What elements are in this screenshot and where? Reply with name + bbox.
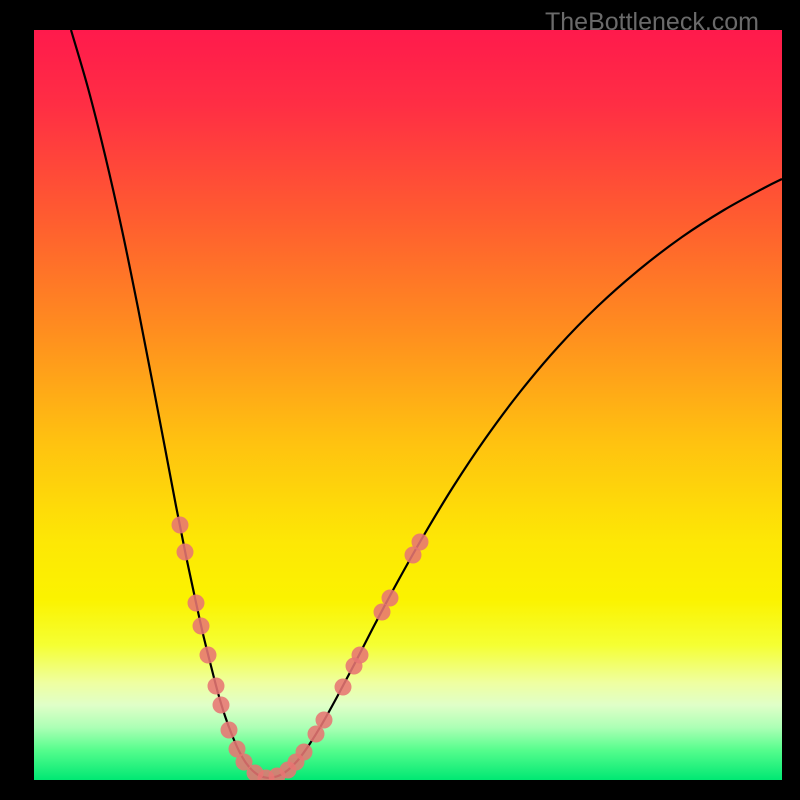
data-marker <box>382 590 399 607</box>
data-marker <box>193 618 210 635</box>
data-markers <box>172 517 429 781</box>
data-marker <box>172 517 189 534</box>
watermark-text: TheBottleneck.com <box>545 8 759 37</box>
data-marker <box>335 679 352 696</box>
bottleneck-curve-left <box>71 30 268 778</box>
data-marker <box>352 647 369 664</box>
data-marker <box>208 678 225 695</box>
chart-container: TheBottleneck.com <box>34 30 782 780</box>
data-marker <box>412 534 429 551</box>
curves-layer <box>34 30 782 780</box>
data-marker <box>177 544 194 561</box>
data-marker <box>200 647 217 664</box>
data-marker <box>296 744 313 761</box>
data-marker <box>221 722 238 739</box>
data-marker <box>316 712 333 729</box>
data-marker <box>213 697 230 714</box>
data-marker <box>188 595 205 612</box>
